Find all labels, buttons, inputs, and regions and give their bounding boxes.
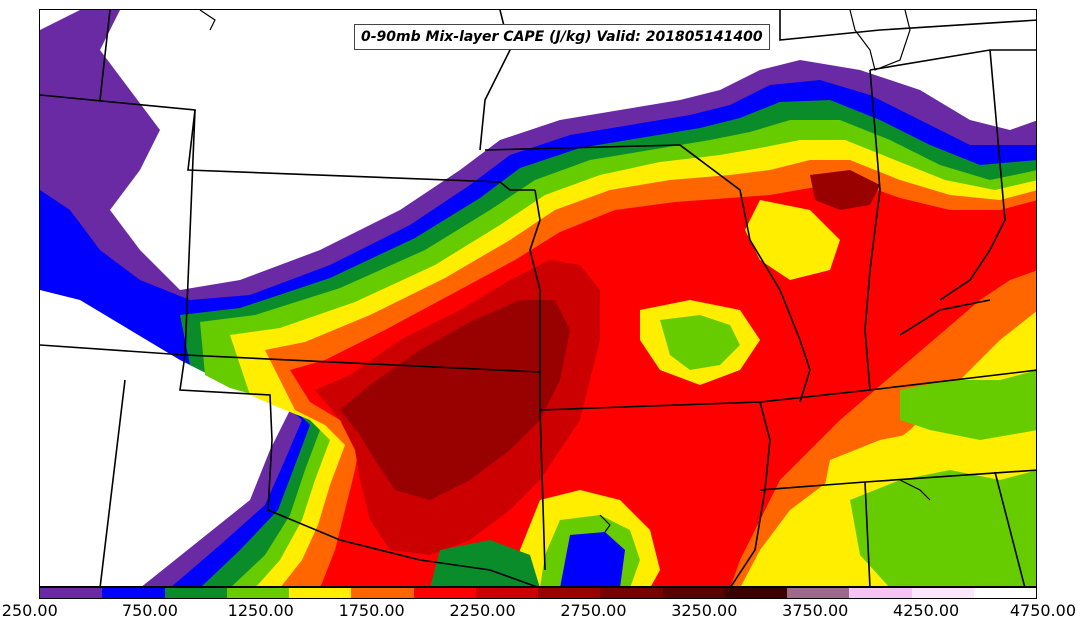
colorbar-segment xyxy=(538,588,601,598)
colorbar-tick-label: 1750.00 xyxy=(338,601,405,620)
colorbar-segment xyxy=(40,588,103,598)
cape-map xyxy=(40,10,1036,586)
colorbar-tick-label: 2750.00 xyxy=(560,601,627,620)
colorbar-segment xyxy=(600,588,663,598)
colorbar-segment xyxy=(289,588,352,598)
map-title: 0-90mb Mix-layer CAPE (J/kg) Valid: 2018… xyxy=(354,24,770,50)
colorbar-segment xyxy=(102,588,165,598)
colorbar-segment xyxy=(662,588,725,598)
shorelines xyxy=(199,10,931,533)
colorbar-segment xyxy=(413,588,476,598)
colorbar-segment xyxy=(724,588,787,598)
colorbar-segment xyxy=(164,588,227,598)
colorbar-tick-label: 250.00 xyxy=(1,601,58,620)
map-panel: 0-90mb Mix-layer CAPE (J/kg) Valid: 2018… xyxy=(39,9,1037,587)
colorbar xyxy=(39,587,1037,599)
colorbar-segment xyxy=(849,588,912,598)
colorbar-tick-label: 1250.00 xyxy=(227,601,294,620)
cape-field xyxy=(40,10,1036,586)
colorbar-tick-label: 750.00 xyxy=(121,601,178,620)
colorbar-tick-label: 4750.00 xyxy=(1009,601,1076,620)
colorbar-segment xyxy=(787,588,850,598)
colorbar-segment xyxy=(973,588,1036,598)
colorbar-tick-label: 4250.00 xyxy=(893,601,960,620)
colorbar-segment xyxy=(226,588,289,598)
colorbar-segment xyxy=(475,588,538,598)
colorbar-segment xyxy=(351,588,414,598)
state-boundaries xyxy=(40,10,1036,586)
colorbar-segment xyxy=(911,588,974,598)
colorbar-tick-label: 2250.00 xyxy=(449,601,516,620)
colorbar-tick-label: 3750.00 xyxy=(782,601,849,620)
colorbar-tick-label: 3250.00 xyxy=(671,601,738,620)
